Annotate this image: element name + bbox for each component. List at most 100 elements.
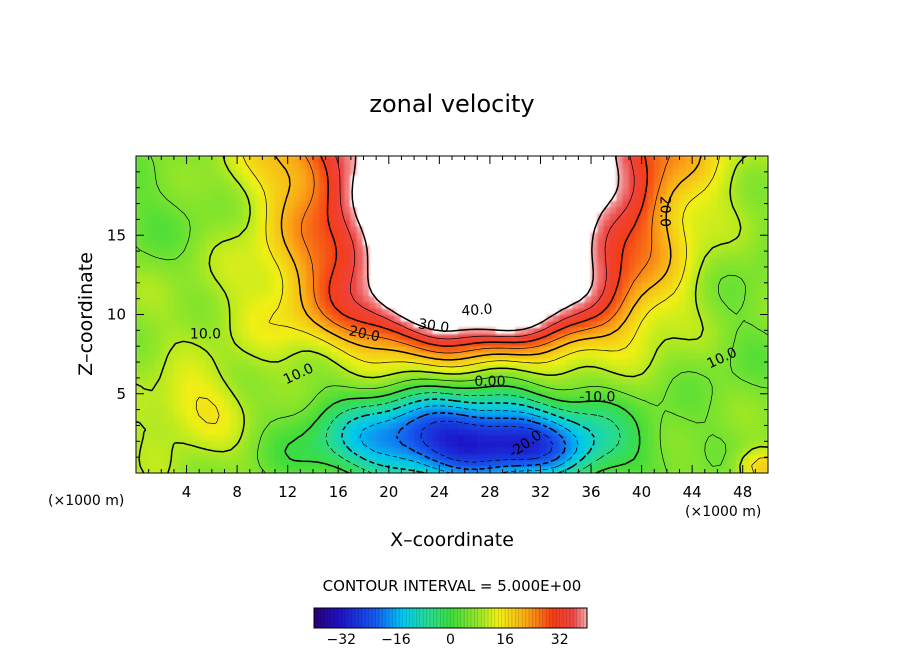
heat-cell — [224, 415, 232, 423]
heat-cell — [742, 181, 750, 188]
heat-cell — [401, 282, 409, 290]
heat-cell — [666, 320, 674, 328]
heat-cell — [236, 390, 244, 398]
heat-cell — [337, 390, 345, 398]
heat-cell — [312, 371, 320, 379]
heat-cell — [698, 358, 706, 366]
heat-cell — [590, 339, 598, 347]
heat-cell — [527, 250, 535, 258]
heat-cell — [691, 390, 699, 398]
heat-cell — [647, 383, 655, 391]
heat-cell — [160, 174, 168, 182]
heat-cell — [729, 269, 737, 277]
heat-cell — [748, 295, 756, 303]
heat-cell — [540, 156, 548, 163]
heat-cell — [281, 257, 288, 265]
heat-cell — [717, 314, 725, 322]
heat-cell — [388, 276, 396, 284]
heat-cell — [142, 371, 149, 379]
heat-cell — [401, 447, 409, 455]
heat-cell — [470, 428, 478, 436]
heat-cell — [533, 428, 541, 436]
heat-cell — [685, 257, 693, 265]
heat-cell — [565, 263, 573, 271]
heat-cell — [653, 428, 661, 436]
heat-cell — [167, 212, 175, 220]
heat-cell — [205, 187, 213, 195]
heat-cell — [540, 187, 548, 195]
heat-cell — [281, 206, 288, 214]
heat-cell — [634, 415, 642, 423]
heat-cell — [628, 326, 636, 334]
heat-cell — [249, 288, 257, 296]
heat-cell — [217, 174, 225, 182]
heat-cell — [179, 352, 187, 360]
heat-cell — [192, 212, 200, 220]
heat-cell — [533, 314, 541, 322]
heat-cell — [337, 383, 345, 391]
heat-cell — [634, 326, 642, 334]
heat-cell — [679, 402, 687, 410]
heat-cell — [401, 345, 409, 353]
heat-cell — [217, 466, 225, 473]
heat-cell — [622, 345, 630, 353]
heat-cell — [382, 263, 390, 271]
heat-cell — [578, 212, 586, 220]
heat-cell — [552, 352, 560, 360]
heat-cell — [527, 409, 535, 417]
heat-cell — [736, 441, 744, 448]
heat-cell — [186, 162, 194, 169]
heat-cell — [736, 174, 744, 182]
heat-cell — [350, 441, 358, 448]
heat-cell — [432, 396, 440, 404]
heat-cell — [660, 269, 668, 277]
heat-cell — [704, 206, 712, 214]
heat-cell — [552, 358, 560, 366]
heat-cell — [546, 434, 554, 442]
heat-cell — [571, 447, 579, 455]
heat-cell — [198, 402, 206, 410]
heat-cell — [205, 390, 213, 398]
heat-cell — [691, 263, 699, 271]
heat-cell — [167, 250, 175, 258]
heat-cell — [672, 244, 680, 252]
heat-cell — [761, 212, 768, 220]
heat-cell — [590, 307, 598, 315]
heat-cell — [546, 156, 554, 163]
heat-cell — [514, 364, 522, 372]
heat-cell — [217, 200, 225, 208]
heat-cell — [445, 377, 453, 385]
heat-cell — [634, 314, 642, 322]
heat-cell — [660, 352, 668, 360]
heat-cell — [483, 326, 491, 334]
heat-cell — [350, 269, 358, 277]
heat-cell — [255, 212, 263, 220]
heat-cell — [249, 193, 257, 201]
heat-cell — [736, 307, 744, 315]
heat-cell — [337, 282, 345, 290]
heat-cell — [546, 250, 554, 258]
heat-cell — [312, 156, 320, 163]
heat-cell — [597, 231, 604, 239]
heat-cell — [274, 377, 282, 385]
heat-cell — [300, 333, 307, 341]
heat-cell — [552, 364, 560, 372]
heat-cell — [217, 358, 225, 366]
heat-cell — [312, 162, 320, 169]
heat-cell — [274, 409, 282, 417]
heat-cell — [230, 250, 238, 258]
heat-cell — [350, 377, 358, 385]
heat-cell — [565, 434, 573, 442]
heat-cell — [609, 460, 617, 467]
heat-cell — [287, 295, 295, 303]
heat-cell — [622, 244, 630, 252]
heat-cell — [230, 301, 238, 309]
heat-cell — [407, 288, 415, 296]
heat-cell — [136, 174, 143, 182]
heat-cell — [736, 181, 744, 188]
heat-cell — [470, 295, 478, 303]
heat-cell — [211, 421, 219, 429]
heat-cell — [717, 466, 725, 473]
heat-cell — [704, 415, 712, 423]
heat-cell — [653, 320, 661, 328]
